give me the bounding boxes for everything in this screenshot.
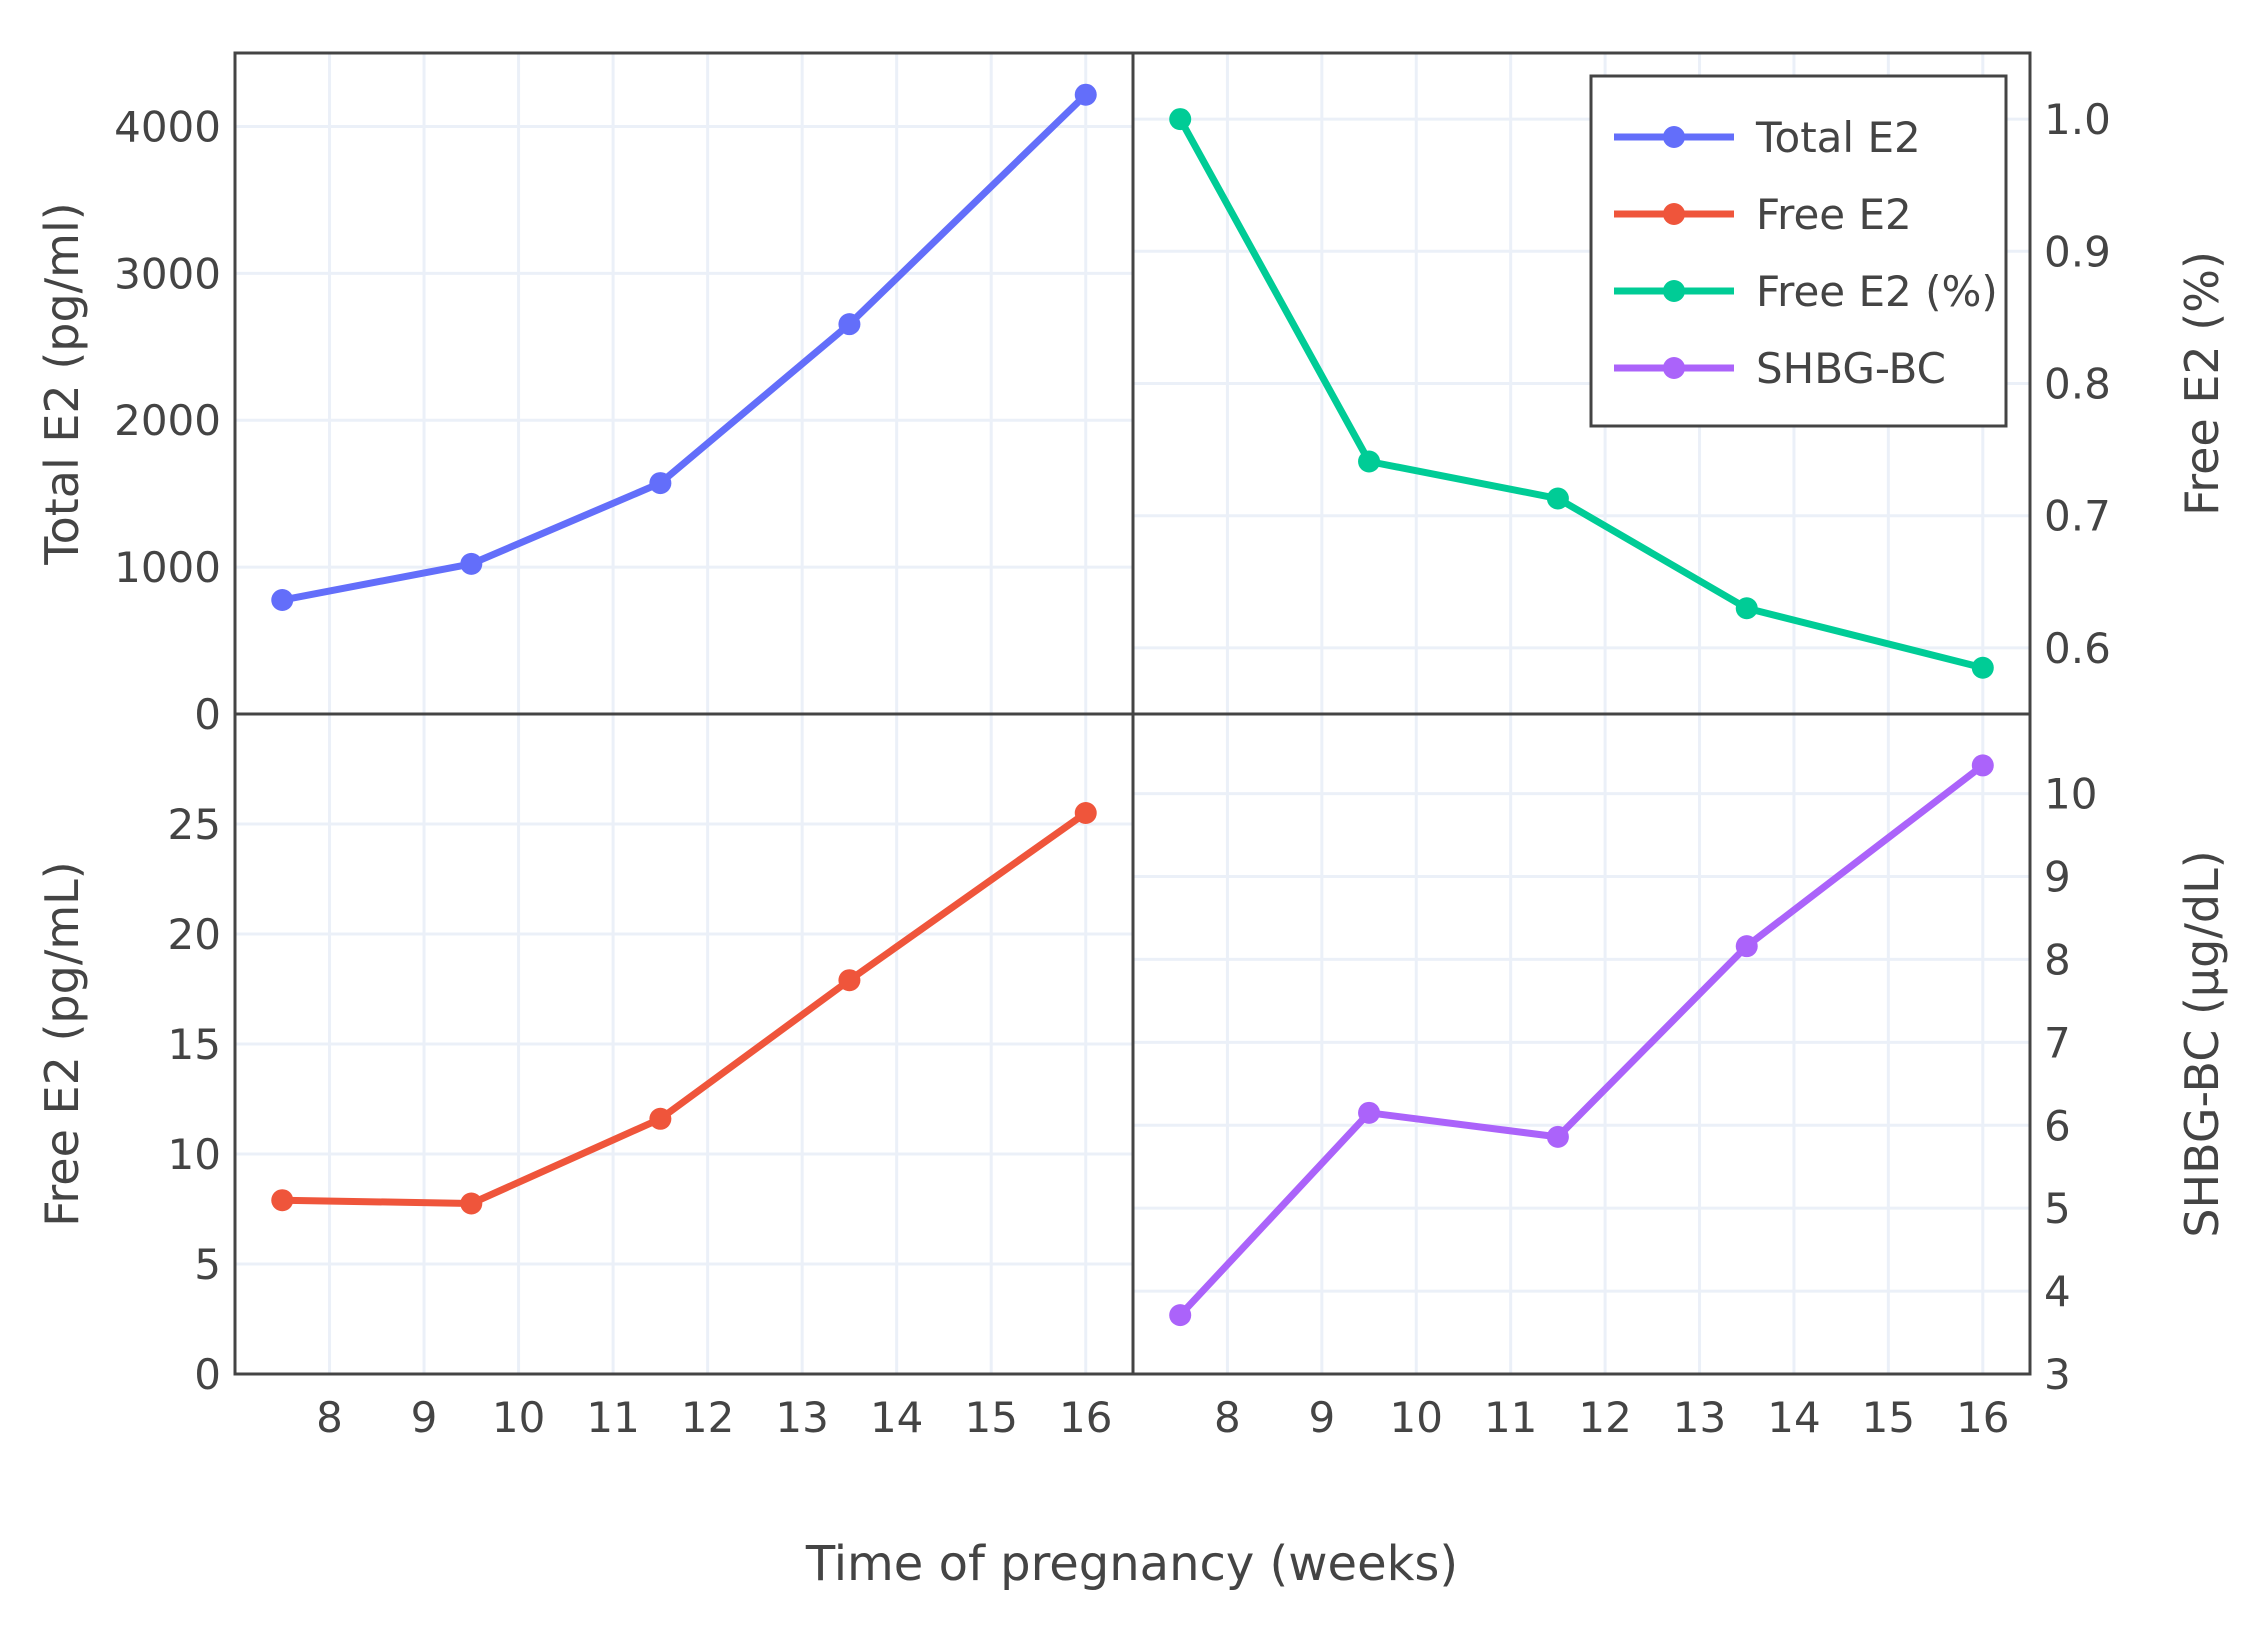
y-tick-label: 8	[2044, 935, 2071, 984]
series-layer	[271, 83, 1994, 1327]
series-line-total-e2	[281, 92, 1089, 604]
x-tick-label: 13	[775, 1393, 828, 1442]
x-tick-label: 9	[1308, 1393, 1335, 1442]
x-tick-label: 14	[1767, 1393, 1820, 1442]
legend-swatch-marker	[1663, 280, 1685, 302]
y-tick-label: 2000	[114, 396, 221, 445]
y-tick-label: 10	[168, 1130, 221, 1179]
legend-item-label: Free E2 (%)	[1756, 267, 1998, 316]
x-tick-label: 9	[411, 1393, 438, 1442]
x-tick-label: 15	[964, 1393, 1017, 1442]
data-point	[1971, 754, 1994, 777]
data-point	[460, 552, 483, 575]
y-tick-label: 15	[168, 1020, 221, 1069]
y-tick-label: 6	[2044, 1101, 2071, 1150]
x-tick-label: 8	[316, 1393, 343, 1442]
data-point	[1971, 656, 1994, 679]
data-point	[838, 313, 861, 336]
data-point	[271, 589, 294, 612]
x-tick-label: 16	[1059, 1393, 1112, 1442]
x-axis-title: Time of pregnancy (weeks)	[805, 1536, 1458, 1592]
y-axis-title: Total E2 (pg/ml)	[35, 202, 89, 565]
x-tick-label: 10	[1390, 1393, 1443, 1442]
y-tick-label: 0.9	[2044, 227, 2111, 276]
x-tick-label: 8	[1214, 1393, 1241, 1442]
data-point	[1358, 450, 1381, 473]
y-axis-title: Free E2 (%)	[2175, 251, 2229, 516]
y-tick-label: 9	[2044, 853, 2071, 902]
x-tick-label: 10	[492, 1393, 545, 1442]
x-tick-label: 15	[1862, 1393, 1915, 1442]
data-point	[1074, 83, 1097, 106]
data-point	[1735, 597, 1758, 620]
data-point	[649, 472, 672, 495]
y-tick-label: 7	[2044, 1018, 2071, 1067]
series-line-shbg-bc	[1177, 762, 1985, 1318]
y-tick-label: 4	[2044, 1267, 2071, 1316]
y-axis-title: SHBG-BC (µg/dL)	[2175, 850, 2229, 1237]
data-point	[838, 969, 861, 992]
legend-item-label: Free E2	[1756, 190, 1912, 239]
y-tick-label: 20	[168, 910, 221, 959]
tick-labels: 0 1000 2000 3000 4000 0.6 0.7 0.8 0.9 1.0 0 5 10 15 20…	[114, 95, 2111, 1442]
x-tick-label: 11	[586, 1393, 639, 1442]
y-tick-label: 5	[194, 1240, 221, 1289]
legend[interactable]: Total E2 Free E2 Free E2 (%) SHBG-BC	[1589, 74, 2008, 428]
y-tick-label: 0.6	[2044, 624, 2111, 673]
data-point	[649, 1107, 672, 1130]
data-point	[1169, 1304, 1192, 1327]
y-tick-label: 10	[2044, 770, 2097, 819]
axis-titles: Total E2 (pg/ml) Free E2 (%) Free E2 (pg/m…	[35, 202, 2229, 1237]
y-axis-title: Free E2 (pg/mL)	[35, 861, 89, 1226]
data-point	[1546, 487, 1569, 510]
data-point	[1074, 802, 1097, 824]
x-tick-label: 11	[1484, 1393, 1537, 1442]
data-point	[1169, 108, 1192, 131]
data-point	[460, 1192, 483, 1215]
data-point	[1358, 1101, 1381, 1124]
legend-item-label: Total E2	[1755, 113, 1921, 162]
data-point	[1735, 935, 1758, 958]
y-tick-label: 4000	[114, 102, 221, 151]
y-tick-label: 0.8	[2044, 360, 2111, 409]
x-tick-label: 12	[1578, 1393, 1631, 1442]
y-tick-label: 25	[168, 800, 221, 849]
x-tick-label: 16	[1956, 1393, 2009, 1442]
x-tick-label: 14	[870, 1393, 923, 1442]
y-tick-label: 1.0	[2044, 95, 2111, 144]
x-tick-label: 13	[1673, 1393, 1726, 1442]
y-tick-label: 1000	[114, 543, 221, 592]
y-tick-label: 3000	[114, 249, 221, 298]
y-tick-label: 5	[2044, 1184, 2071, 1233]
y-tick-label: 0.7	[2044, 492, 2111, 541]
legend-swatch-marker	[1663, 357, 1685, 379]
legend-swatch-marker	[1663, 203, 1685, 225]
y-tick-label: 3	[2044, 1350, 2071, 1399]
series-line-free-e2	[282, 810, 1088, 1207]
y-tick-label: 0	[194, 1350, 221, 1399]
legend-item-label: SHBG-BC	[1756, 344, 1946, 393]
data-point	[271, 1189, 294, 1212]
panel-frames	[233, 51, 2032, 1376]
x-tick-label: 12	[681, 1393, 734, 1442]
data-point	[1546, 1125, 1569, 1148]
y-tick-label: 0	[194, 690, 221, 739]
legend-swatch-marker	[1663, 126, 1685, 148]
